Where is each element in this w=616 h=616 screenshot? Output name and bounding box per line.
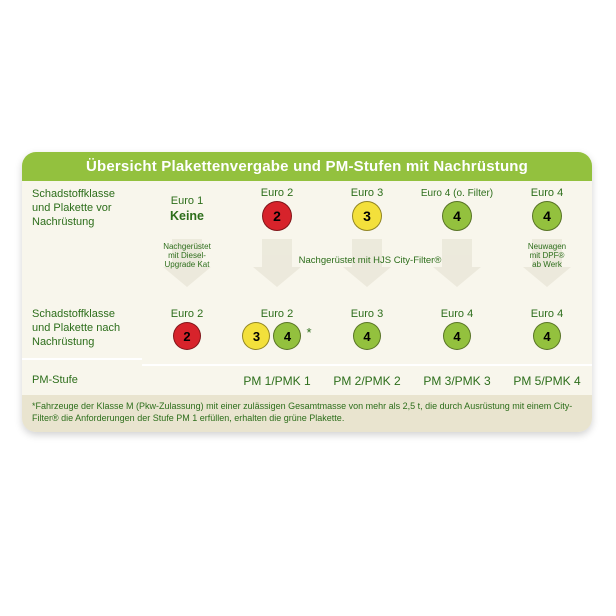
after-col-2: Euro 3 4 — [322, 293, 412, 365]
before-col-4: Euro 4 4 — [502, 181, 592, 237]
arrow-cell-4: Neuwagen mit DPF® ab Werk — [502, 237, 592, 293]
euro-label: Euro 4 (o. Filter) — [421, 188, 493, 199]
arrow-cell-0: Nachgerüstet mit Diesel-Upgrade Kat — [142, 237, 232, 293]
table-grid: Schadstoffklasse und Plakette vor Nachrü… — [22, 181, 592, 395]
before-col-1: Euro 2 2 — [232, 181, 322, 237]
badge-4-green: 4 — [273, 322, 301, 350]
euro-label: Euro 2 — [261, 187, 293, 199]
keine-label: Keine — [170, 209, 204, 223]
arrow-diesel-upgrade: Nachgerüstet mit Diesel-Upgrade Kat — [165, 239, 209, 291]
before-col-2: Euro 3 3 — [322, 181, 412, 237]
before-col-0: Euro 1 Keine — [142, 181, 232, 237]
badge-4-green: 4 — [442, 201, 472, 231]
badge-4-green: 4 — [353, 322, 381, 350]
badge-2-red: 2 — [262, 201, 292, 231]
card-header: Übersicht Plakettenvergabe und PM-Stufen… — [22, 152, 592, 181]
badge-4-green: 4 — [533, 322, 561, 350]
star-icon: * — [306, 325, 311, 340]
badge-3-yellow: 3 — [242, 322, 270, 350]
euro-label: Euro 2 — [261, 308, 293, 320]
rowhead-pm: PM-Stufe — [22, 358, 142, 402]
badge-4-green: 4 — [443, 322, 471, 350]
bridge-city-filter-label: Nachgerüstet mit HJS City-Filter® — [250, 255, 490, 266]
after-col-3: Euro 4 4 — [412, 293, 502, 365]
after-col-1: Euro 2 3 4 * — [232, 293, 322, 365]
pm-col-0 — [142, 364, 232, 396]
euro-label: Euro 2 — [171, 308, 203, 320]
badge-2-red: 2 — [173, 322, 201, 350]
arrow-neuwagen-dpf: Neuwagen mit DPF® ab Werk — [525, 239, 569, 291]
euro-label: Euro 3 — [351, 308, 383, 320]
after-col-0: Euro 2 2 — [142, 293, 232, 365]
rowhead-before: Schadstoffklasse und Plakette vor Nachrü… — [22, 182, 142, 235]
before-col-3: Euro 4 (o. Filter) 4 — [412, 181, 502, 237]
plaketten-card: Übersicht Plakettenvergabe und PM-Stufen… — [22, 152, 592, 432]
euro-label: Euro 1 — [171, 195, 203, 207]
pm-col-1: PM 1/PMK 1 — [232, 364, 322, 396]
rowhead-arrows — [22, 259, 142, 271]
euro-label: Euro 4 — [531, 308, 563, 320]
euro-label: Euro 3 — [351, 187, 383, 199]
euro-label: Euro 4 — [441, 308, 473, 320]
euro-label: Euro 4 — [531, 187, 563, 199]
pm-col-3: PM 3/PMK 3 — [412, 364, 502, 396]
badge-3-yellow: 3 — [352, 201, 382, 231]
rowhead-after: Schadstoffklasse und Plakette nach Nachr… — [22, 302, 142, 355]
pm-col-4: PM 5/PMK 4 — [502, 364, 592, 396]
badge-4-green: 4 — [532, 201, 562, 231]
pm-col-2: PM 2/PMK 2 — [322, 364, 412, 396]
after-col-4: Euro 4 4 — [502, 293, 592, 365]
